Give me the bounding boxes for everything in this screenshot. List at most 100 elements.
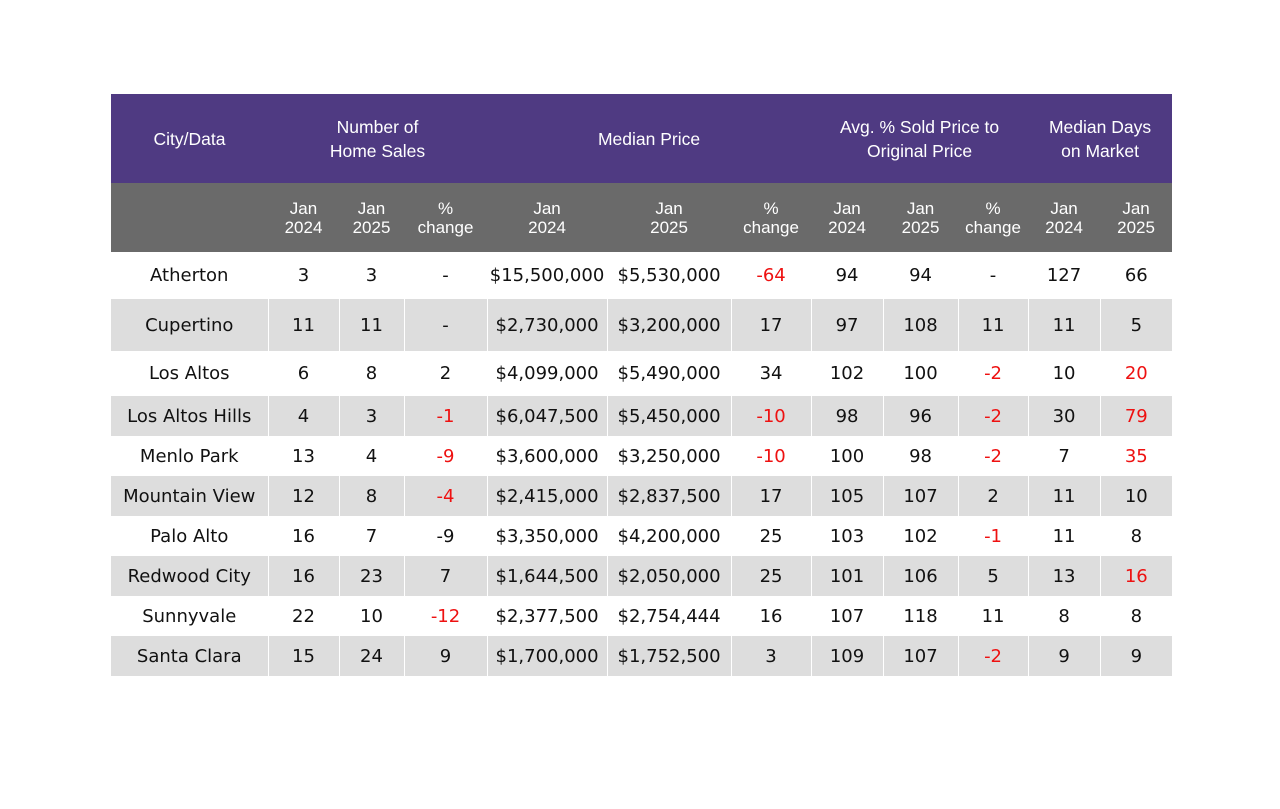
table-cell: 23	[338, 556, 404, 596]
subheader-cell: % change	[958, 183, 1029, 252]
table-cell: 102	[810, 351, 884, 396]
table-cell: 11	[1027, 476, 1101, 516]
table-cell: 16	[1099, 556, 1173, 596]
table-cell: $3,250,000	[606, 436, 732, 476]
subheader-cell: Jan 2024	[1028, 183, 1101, 252]
table-cell: 11	[338, 299, 404, 351]
table-cell: 96	[882, 396, 959, 436]
table-cell: 15	[267, 636, 339, 676]
table-cell: 106	[882, 556, 959, 596]
city-name-cell: Palo Alto	[111, 516, 268, 556]
table-cell: -1	[957, 516, 1029, 556]
table-cell: 100	[882, 351, 959, 396]
table-cell: -9	[403, 516, 488, 556]
subheader-cell: Jan 2024	[268, 183, 339, 252]
table-cell: 97	[810, 299, 884, 351]
table-cell: 11	[957, 596, 1029, 636]
table-cell: 17	[730, 299, 812, 351]
table-cell: 108	[882, 299, 959, 351]
table-cell: -	[957, 252, 1029, 299]
table-cell: 3	[267, 252, 339, 299]
table-cell: 5	[957, 556, 1029, 596]
table-cell: 6	[267, 351, 339, 396]
table-cell: 10	[1099, 476, 1173, 516]
table-cell: 9	[403, 636, 488, 676]
city-name-cell: Los Altos	[111, 351, 268, 396]
table-cell: 13	[267, 436, 339, 476]
table-cell: 127	[1027, 252, 1101, 299]
table-cell: -	[403, 252, 488, 299]
header-median-days-on-market: Median Days on Market	[1028, 94, 1173, 183]
table-cell: 79	[1099, 396, 1173, 436]
header-median-price: Median Price	[487, 94, 812, 183]
table-cell: 101	[810, 556, 884, 596]
table-cell: -2	[957, 396, 1029, 436]
table-cell: 102	[882, 516, 959, 556]
table-cell: 105	[810, 476, 884, 516]
table-cell: 94	[810, 252, 884, 299]
table-row: Cupertino 11 11- $2,730,000 $3,200,000 17 97 10…	[111, 299, 1173, 351]
table-cell: $2,050,000	[606, 556, 732, 596]
sub-header-row: Jan 2024 Jan 2025 % change Jan 2024 Jan …	[111, 183, 1173, 252]
table-cell: 11	[1027, 516, 1101, 556]
table-cell: 66	[1099, 252, 1173, 299]
table-cell: -64	[730, 252, 812, 299]
table-cell: 11	[957, 299, 1029, 351]
table-cell: 5	[1099, 299, 1173, 351]
table-cell: 3	[338, 252, 404, 299]
table-cell: 24	[338, 636, 404, 676]
table-cell: $3,600,000	[486, 436, 608, 476]
table-cell: 109	[810, 636, 884, 676]
table-cell: 107	[882, 636, 959, 676]
subheader-cell: Jan 2025	[883, 183, 959, 252]
table-cell: 107	[810, 596, 884, 636]
table-cell: 3	[338, 396, 404, 436]
table-cell: 2	[403, 351, 488, 396]
group-header-row: City/Data Number of Home Sales Median Pr…	[111, 94, 1173, 183]
header-avg-sold-to-original: Avg. % Sold Price to Original Price	[811, 94, 1029, 183]
table-cell: 25	[730, 556, 812, 596]
table-cell: $2,415,000	[486, 476, 608, 516]
subheader-cell: Jan 2024	[487, 183, 608, 252]
table-row: Redwood City 16 23 7 $1,644,500 $2,050,000 25 1…	[111, 556, 1173, 596]
table-cell: 2	[957, 476, 1029, 516]
table-cell: 98	[810, 396, 884, 436]
table-cell: $5,490,000	[606, 351, 732, 396]
table-cell: $2,754,444	[606, 596, 732, 636]
table-cell: 100	[810, 436, 884, 476]
table-cell: 103	[810, 516, 884, 556]
table-cell: -2	[957, 351, 1029, 396]
city-name-cell: Santa Clara	[111, 636, 268, 676]
table-cell: 4	[267, 396, 339, 436]
table-cell: $6,047,500	[486, 396, 608, 436]
table-cell: 4	[338, 436, 404, 476]
table-cell: $15,500,000	[486, 252, 608, 299]
table-cell: 98	[882, 436, 959, 476]
table-cell: $2,837,500	[606, 476, 732, 516]
table-row: Atherton 3 3- $15,500,000 $5,530,000 -64 94 94-…	[111, 252, 1173, 299]
table-cell: -9	[403, 436, 488, 476]
table-cell: $2,730,000	[486, 299, 608, 351]
table-cell: 94	[882, 252, 959, 299]
city-name-cell: Los Altos Hills	[111, 396, 268, 436]
table-body: Atherton 3 3- $15,500,000 $5,530,000 -64 94 94-…	[111, 252, 1173, 676]
table-cell: -10	[730, 436, 812, 476]
city-name-cell: Mountain View	[111, 476, 268, 516]
table-cell: 7	[338, 516, 404, 556]
table-cell: $5,530,000	[606, 252, 732, 299]
table-cell: 9	[1099, 636, 1173, 676]
header-city-data: City/Data	[111, 94, 268, 183]
table-cell: $1,752,500	[606, 636, 732, 676]
table-cell: 107	[882, 476, 959, 516]
table-cell: 7	[403, 556, 488, 596]
home-sales-table: City/Data Number of Home Sales Median Pr…	[111, 94, 1173, 676]
table-cell: 8	[338, 351, 404, 396]
table-cell: -4	[403, 476, 488, 516]
table-cell: -12	[403, 596, 488, 636]
subheader-cell: Jan 2024	[811, 183, 884, 252]
table-row: Palo Alto 16 7 -9 $3,350,000 $4,200,000 25 103 1…	[111, 516, 1173, 556]
table-cell: 8	[1099, 596, 1173, 636]
table-cell: $3,350,000	[486, 516, 608, 556]
subheader-cell: % change	[404, 183, 488, 252]
city-name-cell: Menlo Park	[111, 436, 268, 476]
